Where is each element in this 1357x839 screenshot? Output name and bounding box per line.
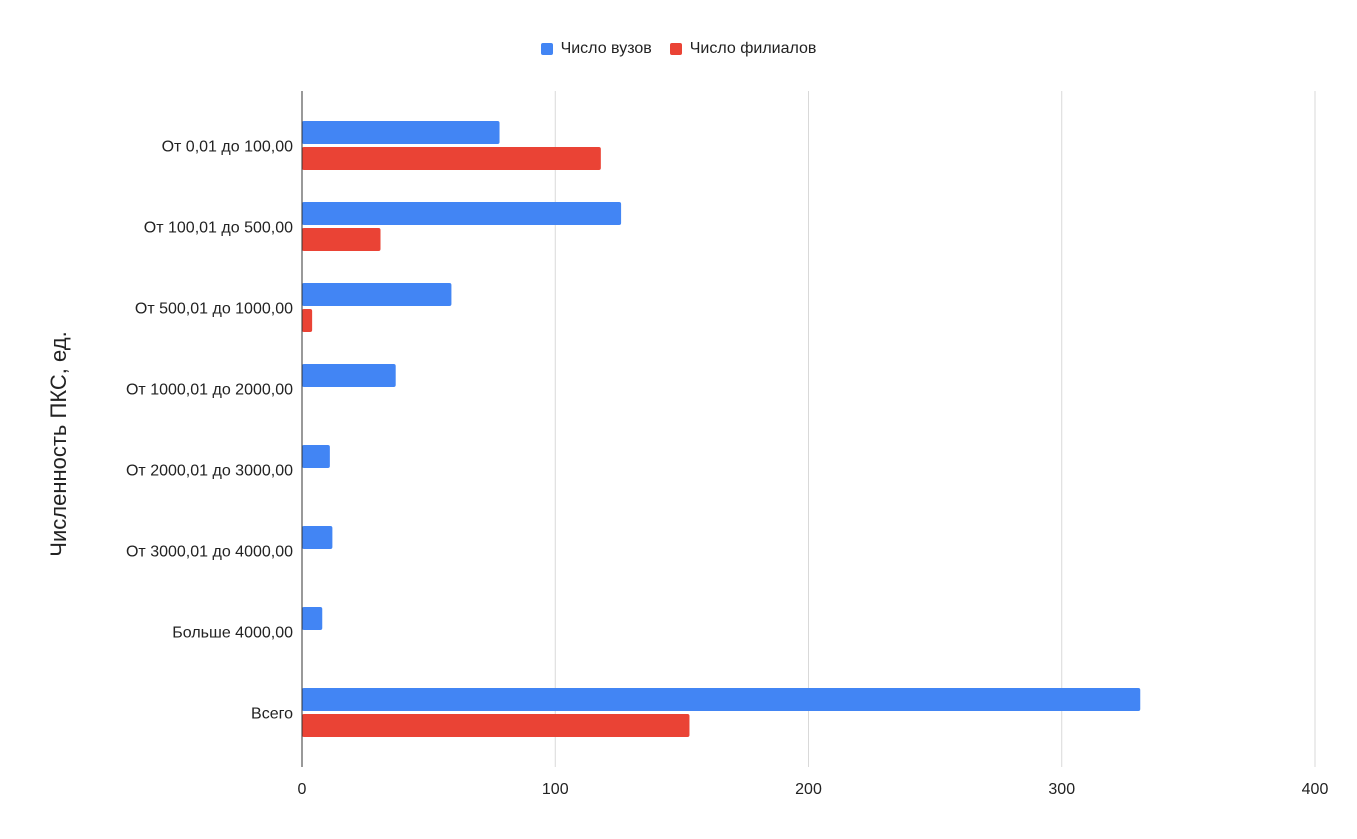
category-label: От 3000,01 до 4000,00 bbox=[126, 544, 293, 561]
bar-universities[interactable] bbox=[302, 607, 323, 630]
bar-universities[interactable] bbox=[302, 688, 1141, 711]
x-tick-label: 200 bbox=[795, 781, 822, 798]
legend-item-universities[interactable]: Число вузов bbox=[540, 40, 652, 58]
x-tick-label: 100 bbox=[542, 781, 569, 798]
bars bbox=[302, 121, 1141, 737]
bar-branches[interactable] bbox=[302, 228, 381, 251]
grid-lines bbox=[554, 91, 1316, 767]
legend: Число вузов Число филиалов bbox=[0, 40, 1357, 58]
category-labels: От 0,01 до 100,00 От 100,01 до 500,00 От 5… bbox=[126, 139, 293, 723]
category-label: От 100,01 до 500,00 bbox=[144, 220, 293, 237]
category-label: Больше 4000,00 bbox=[172, 625, 293, 642]
x-tick-label: 400 bbox=[1302, 781, 1329, 798]
category-label: От 2000,01 до 3000,00 bbox=[126, 463, 293, 480]
bar-universities[interactable] bbox=[302, 283, 452, 306]
bar-universities[interactable] bbox=[302, 121, 500, 144]
category-label: От 500,01 до 1000,00 bbox=[135, 301, 293, 318]
bar-universities[interactable] bbox=[302, 364, 396, 387]
x-tick-labels: 0 100 200 300 400 bbox=[298, 781, 1329, 798]
bar-universities[interactable] bbox=[302, 202, 622, 225]
legend-label-universities: Число вузов bbox=[560, 40, 652, 57]
legend-swatch-branches bbox=[669, 43, 682, 55]
bar-branches[interactable] bbox=[302, 309, 313, 332]
legend-item-branches[interactable]: Число филиалов bbox=[669, 40, 817, 58]
bar-branches[interactable] bbox=[302, 714, 690, 737]
legend-label-branches: Число филиалов bbox=[689, 40, 817, 57]
bar-universities[interactable] bbox=[302, 526, 333, 549]
category-label: Всего bbox=[251, 706, 293, 723]
x-tick-label: 300 bbox=[1048, 781, 1075, 798]
bar-universities[interactable] bbox=[302, 445, 330, 468]
y-axis-title: Численность ПКС, ед. bbox=[46, 331, 71, 556]
x-tick-label: 0 bbox=[298, 781, 307, 798]
category-label: От 1000,01 до 2000,00 bbox=[126, 382, 293, 399]
legend-swatch-universities bbox=[540, 43, 553, 55]
category-label: От 0,01 до 100,00 bbox=[162, 139, 294, 156]
bar-branches[interactable] bbox=[302, 147, 601, 170]
